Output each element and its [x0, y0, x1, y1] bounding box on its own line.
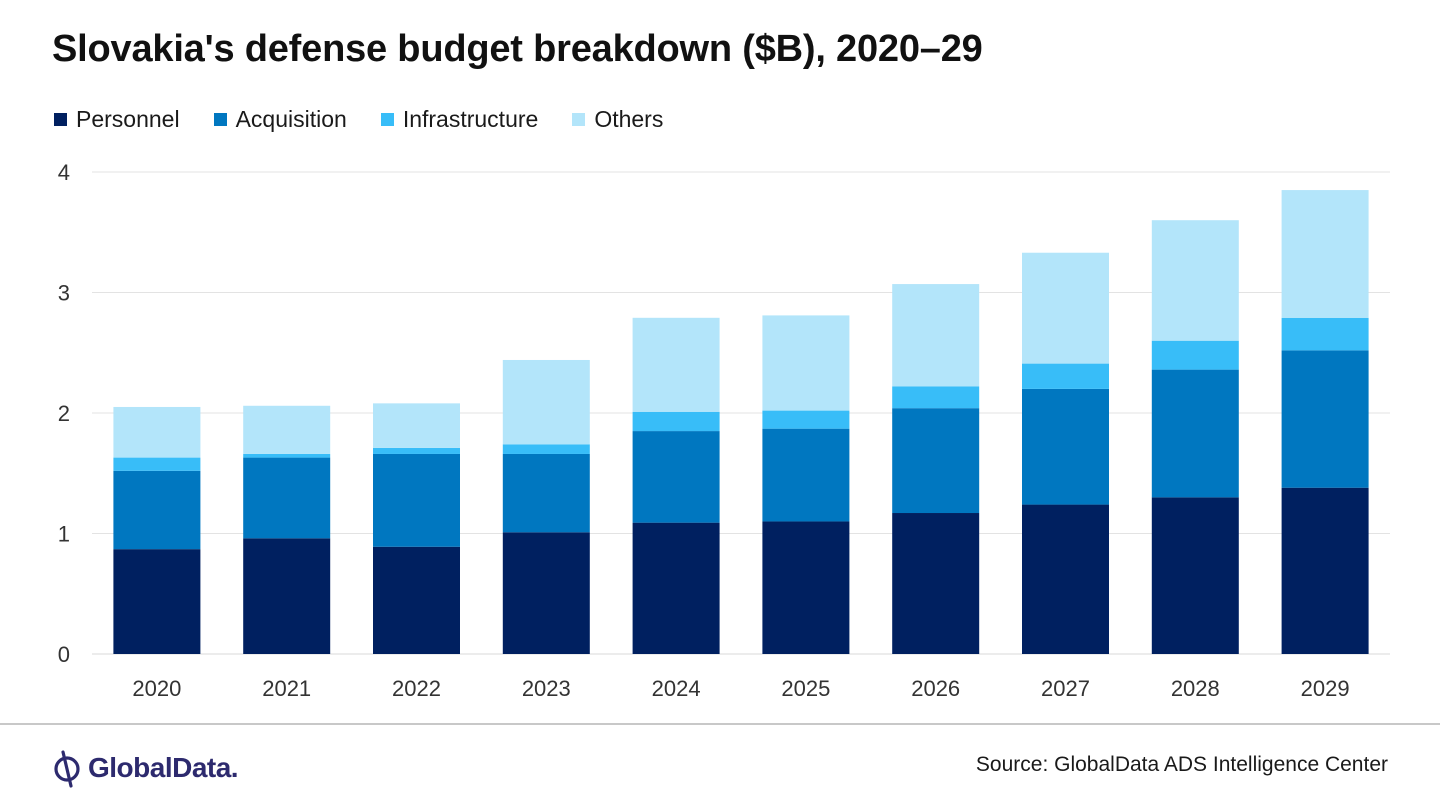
x-tick-label: 2024 [652, 676, 701, 701]
bar-personnel-2023 [502, 532, 590, 654]
bar-others-2022 [373, 403, 460, 448]
y-tick-label: 2 [58, 401, 70, 426]
globaldata-logo-icon [54, 750, 80, 788]
x-tick-label: 2025 [781, 676, 830, 701]
bar-personnel-2027 [1022, 504, 1109, 654]
bar-others-2027 [1022, 252, 1109, 364]
legend-swatch [572, 113, 586, 126]
bar-infrastructure-2025 [762, 410, 850, 429]
bar-acquisition-2029 [1281, 350, 1369, 488]
legend-item-others: Others [572, 106, 663, 133]
bar-infrastructure-2020 [113, 457, 201, 471]
bar-infrastructure-2028 [1151, 340, 1239, 370]
bar-others-2028 [1151, 220, 1239, 341]
legend-label: Acquisition [235, 106, 347, 132]
x-tick-label: 2021 [262, 676, 311, 701]
x-tick-label: 2029 [1301, 676, 1350, 701]
bar-acquisition-2027 [1022, 388, 1109, 505]
x-tick-label: 2027 [1041, 676, 1090, 701]
chart-title: Slovakia's defense budget breakdown ($B)… [52, 28, 983, 70]
legend-label: Personnel [76, 106, 180, 132]
bar-infrastructure-2027 [1022, 363, 1109, 389]
bar-infrastructure-2026 [892, 386, 980, 409]
bar-personnel-2029 [1281, 487, 1369, 654]
bar-personnel-2021 [243, 538, 331, 654]
y-tick-label: 0 [58, 642, 70, 667]
bar-acquisition-2024 [632, 431, 720, 523]
bar-infrastructure-2021 [243, 453, 331, 458]
bar-infrastructure-2024 [632, 411, 720, 432]
chart-legend: Personnel Acquisition Infrastructure Others [54, 106, 697, 133]
bar-acquisition-2025 [762, 428, 850, 522]
legend-item-acquisition: Acquisition [213, 106, 347, 133]
legend-label: Others [594, 106, 664, 132]
y-axis-ticks: 0 1 2 3 4 [58, 160, 70, 667]
legend-item-personnel: Personnel [54, 106, 180, 133]
bar-others-2025 [762, 315, 850, 411]
bar-acquisition-2023 [502, 453, 590, 533]
logo-text: GlobalData. [88, 752, 239, 783]
bar-acquisition-2021 [243, 457, 331, 539]
legend-swatch [213, 113, 227, 126]
legend-item-infrastructure: Infrastructure [380, 106, 539, 133]
legend-swatch [54, 113, 67, 126]
bar-acquisition-2020 [113, 470, 201, 550]
bars [113, 190, 1369, 654]
bar-personnel-2024 [632, 522, 720, 654]
y-tick-label: 4 [58, 160, 70, 185]
y-tick-label: 3 [58, 281, 70, 306]
x-tick-label: 2028 [1171, 676, 1220, 701]
bar-others-2029 [1281, 190, 1369, 318]
y-tick-label: 1 [58, 522, 70, 547]
globaldata-logo: GlobalData. [52, 748, 239, 788]
bar-personnel-2022 [373, 546, 460, 654]
legend-label: Infrastructure [402, 106, 539, 132]
bar-infrastructure-2029 [1281, 317, 1369, 351]
x-tick-label: 2022 [392, 676, 441, 701]
source-note: Source: GlobalData ADS Intelligence Cent… [975, 753, 1388, 776]
bar-personnel-2025 [762, 521, 850, 654]
bar-others-2024 [632, 317, 720, 412]
x-tick-label: 2020 [132, 676, 181, 701]
bar-acquisition-2028 [1151, 369, 1239, 498]
bar-others-2026 [892, 284, 980, 387]
bar-others-2023 [502, 359, 590, 445]
footer-divider [0, 723, 1440, 725]
bar-personnel-2026 [892, 513, 980, 654]
bar-acquisition-2026 [892, 408, 980, 514]
bar-others-2021 [243, 405, 331, 454]
bar-personnel-2028 [1151, 497, 1239, 654]
bar-personnel-2020 [113, 549, 201, 654]
x-tick-label: 2023 [522, 676, 571, 701]
legend-swatch [380, 113, 394, 126]
bar-others-2020 [113, 406, 201, 458]
bar-acquisition-2022 [373, 453, 460, 547]
bar-infrastructure-2022 [373, 447, 460, 454]
x-axis-ticks: 2020 2021 2022 2023 2024 2025 2026 2027 2028 2029 [132, 676, 1349, 701]
bar-infrastructure-2023 [502, 444, 590, 454]
x-tick-label: 2026 [911, 676, 960, 701]
